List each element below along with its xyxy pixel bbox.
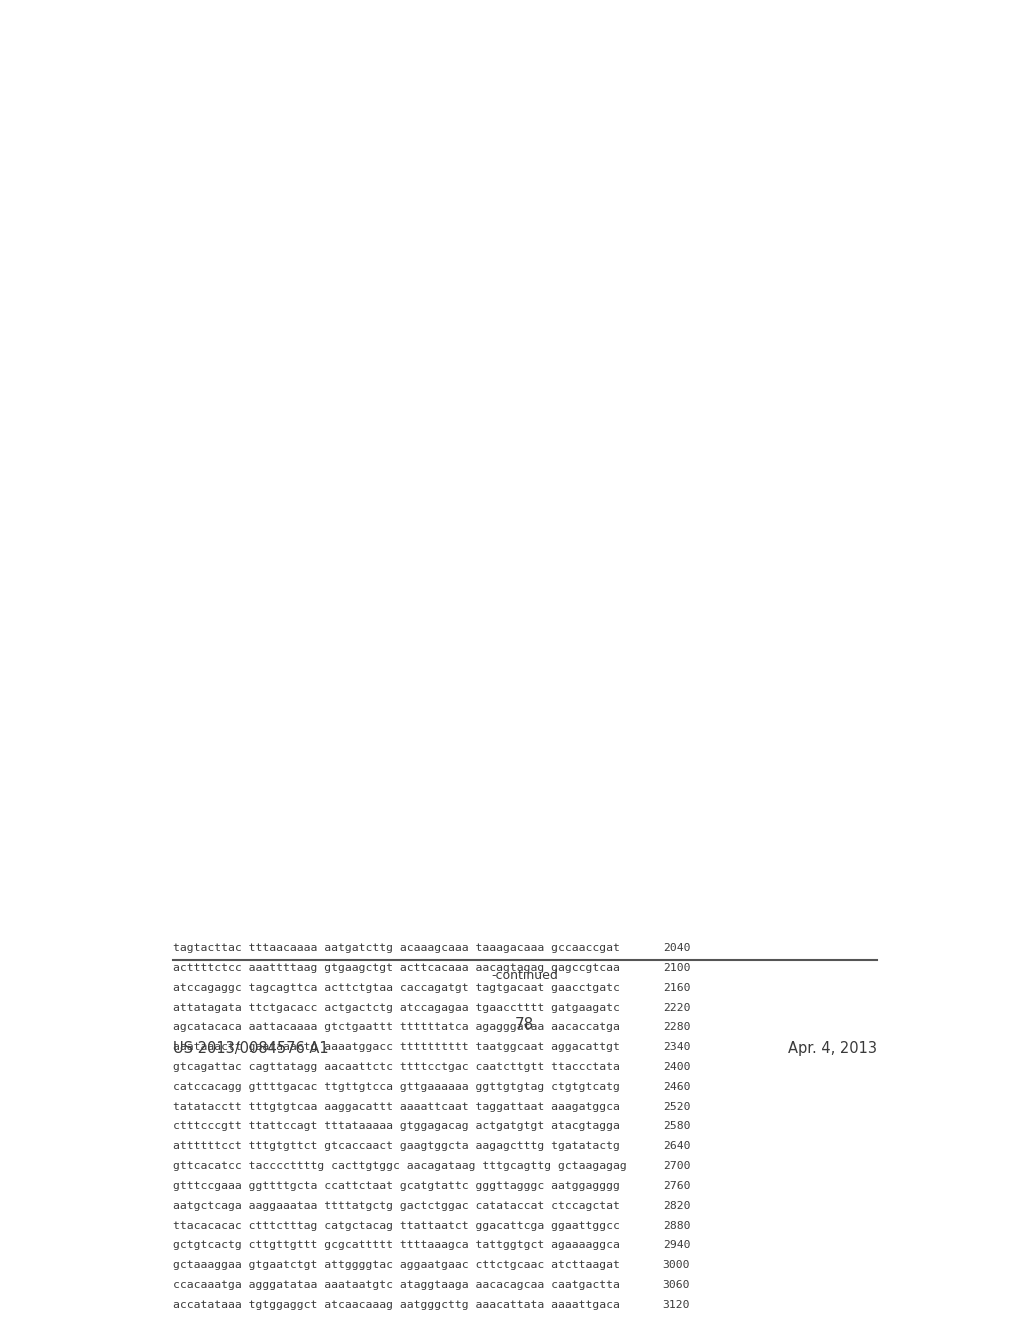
Text: 2640: 2640 <box>663 1142 690 1151</box>
Text: gctaaaggaa gtgaatctgt attggggtac aggaatgaac cttctgcaac atcttaagat: gctaaaggaa gtgaatctgt attggggtac aggaatg… <box>173 1261 620 1270</box>
Text: US 2013/0084576 A1: US 2013/0084576 A1 <box>173 1040 329 1056</box>
Text: aatgctcaga aaggaaataa ttttatgctg gactctggac catataccat ctccagctat: aatgctcaga aaggaaataa ttttatgctg gactctg… <box>173 1201 620 1210</box>
Text: 2940: 2940 <box>663 1241 690 1250</box>
Text: 3060: 3060 <box>663 1280 690 1290</box>
Text: gctgtcactg cttgttgttt gcgcattttt ttttaaagca tattggtgct agaaaaggca: gctgtcactg cttgttgttt gcgcattttt ttttaaa… <box>173 1241 620 1250</box>
Text: 2340: 2340 <box>663 1043 690 1052</box>
Text: 2400: 2400 <box>663 1063 690 1072</box>
Text: agcatacaca aattacaaaa gtctgaattt ttttttatca agagggataa aacaccatga: agcatacaca aattacaaaa gtctgaattt tttttta… <box>173 1022 620 1032</box>
Text: tagtacttac tttaacaaaa aatgatcttg acaaagcaaa taaagacaaa gccaaccgat: tagtacttac tttaacaaaa aatgatcttg acaaagc… <box>173 942 620 953</box>
Text: tatatacctt tttgtgtcaa aaggacattt aaaattcaat taggattaat aaagatggca: tatatacctt tttgtgtcaa aaggacattt aaaattc… <box>173 1102 620 1111</box>
Text: 2280: 2280 <box>663 1022 690 1032</box>
Text: -continued: -continued <box>492 969 558 982</box>
Text: 2220: 2220 <box>663 1002 690 1012</box>
Text: 78: 78 <box>515 1018 535 1032</box>
Text: 2460: 2460 <box>663 1082 690 1092</box>
Text: 2100: 2100 <box>663 962 690 973</box>
Text: 2820: 2820 <box>663 1201 690 1210</box>
Text: atccagaggc tagcagttca acttctgtaa caccagatgt tagtgacaat gaacctgatc: atccagaggc tagcagttca acttctgtaa caccaga… <box>173 982 620 993</box>
Text: 2760: 2760 <box>663 1181 690 1191</box>
Text: gtttccgaaa ggttttgcta ccattctaat gcatgtattc gggttagggc aatggagggg: gtttccgaaa ggttttgcta ccattctaat gcatgta… <box>173 1181 620 1191</box>
Text: 3000: 3000 <box>663 1261 690 1270</box>
Text: aaataaactt gaataaactg aaaatggacc tttttttttt taatggcaat aggacattgt: aaataaactt gaataaactg aaaatggacc ttttttt… <box>173 1043 620 1052</box>
Text: ttacacacac ctttctttag catgctacag ttattaatct ggacattcga ggaattggcc: ttacacacac ctttctttag catgctacag ttattaa… <box>173 1221 620 1230</box>
Text: catccacagg gttttgacac ttgttgtcca gttgaaaaaa ggttgtgtag ctgtgtcatg: catccacagg gttttgacac ttgttgtcca gttgaaa… <box>173 1082 620 1092</box>
Text: acttttctcc aaattttaag gtgaagctgt acttcacaaa aacagtagag gagccgtcaa: acttttctcc aaattttaag gtgaagctgt acttcac… <box>173 962 620 973</box>
Text: gtcagattac cagttatagg aacaattctc ttttcctgac caatcttgtt ttaccctata: gtcagattac cagttatagg aacaattctc ttttcct… <box>173 1063 620 1072</box>
Text: Apr. 4, 2013: Apr. 4, 2013 <box>787 1040 877 1056</box>
Text: attttttcct tttgtgttct gtcaccaact gaagtggcta aagagctttg tgatatactg: attttttcct tttgtgttct gtcaccaact gaagtgg… <box>173 1142 620 1151</box>
Text: 2040: 2040 <box>663 942 690 953</box>
Text: 2880: 2880 <box>663 1221 690 1230</box>
Text: attatagata ttctgacacc actgactctg atccagagaa tgaacctttt gatgaagatc: attatagata ttctgacacc actgactctg atccaga… <box>173 1002 620 1012</box>
Text: ctttcccgtt ttattccagt tttataaaaa gtggagacag actgatgtgt atacgtagga: ctttcccgtt ttattccagt tttataaaaa gtggaga… <box>173 1122 620 1131</box>
Text: 2700: 2700 <box>663 1162 690 1171</box>
Text: gttcacatcc taccccttttg cacttgtggc aacagataag tttgcagttg gctaagagag: gttcacatcc taccccttttg cacttgtggc aacaga… <box>173 1162 627 1171</box>
Text: 2520: 2520 <box>663 1102 690 1111</box>
Text: 2580: 2580 <box>663 1122 690 1131</box>
Text: ccacaaatga agggatataa aaataatgtc ataggtaaga aacacagcaa caatgactta: ccacaaatga agggatataa aaataatgtc ataggta… <box>173 1280 620 1290</box>
Text: 2160: 2160 <box>663 982 690 993</box>
Text: 3120: 3120 <box>663 1300 690 1309</box>
Text: accatataaa tgtggaggct atcaacaaag aatgggcttg aaacattata aaaattgaca: accatataaa tgtggaggct atcaacaaag aatgggc… <box>173 1300 620 1309</box>
